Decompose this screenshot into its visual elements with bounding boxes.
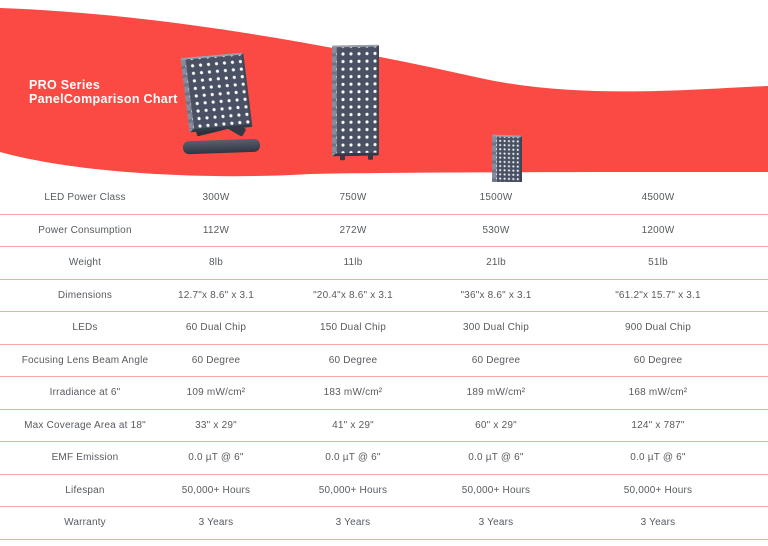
row-value: 3 Years [335,517,371,529]
table-row: Lifespan 50,000+ Hours 50,000+ Hours 50,000… [0,475,768,507]
table-row: Max Coverage Area at 18" 33" x 29" 41" x 2… [0,410,768,442]
table-row: Warranty 3 Years 3 Years 3 Years 3 Years [0,507,768,540]
row-value: 41" x 29" [332,419,374,431]
row-value: 12.7"x 8.6" x 3.1 [177,289,255,301]
row-value: 124" x 787" [631,419,685,431]
row-value: 530W [482,224,510,236]
banner: PRO Series PanelComparison Chart [0,0,768,182]
product-image-750w [332,44,379,161]
table-row: Power Consumption 112W 272W 530W 1200W [0,215,768,247]
row-value: "61.2"x 15.7" x 3.1 [615,289,701,301]
row-value: 60 Degree [471,354,521,366]
row-value: 1200W [641,224,675,236]
banner-wave-background [0,8,768,177]
row-label: Weight [68,257,102,269]
row-label: Power Consumption [38,224,132,236]
row-value: 183 mW/cm² [323,387,383,399]
row-value: 60" x 29" [475,419,517,431]
row-label: Focusing Lens Beam Angle [21,354,149,366]
row-label: Warranty [64,517,106,529]
banner-title: PRO Series PanelComparison Chart [29,78,178,106]
banner-title-line2: PanelComparison Chart [29,92,178,106]
row-value: 189 mW/cm² [466,387,526,399]
row-value: 0.0 µT @ 6" [468,452,524,464]
row-label: Irradiance at 6" [49,387,121,399]
row-value: 1500W [479,192,513,204]
panel-side-edge [332,47,336,154]
row-value: 50,000+ Hours [461,484,531,496]
row-value: 3 Years [198,517,234,529]
row-value: 112W [202,224,230,236]
row-value: 168 mW/cm² [628,387,688,399]
row-value: 272W [339,224,367,236]
row-value: 50,000+ Hours [623,484,693,496]
row-label: EMF Emission [51,452,119,464]
table-row: Irradiance at 6" 109 mW/cm² 183 mW/cm² 189 … [0,377,768,410]
table-row: Focusing Lens Beam Angle 60 Degree 60 Degr… [0,345,768,377]
panel-foot [340,155,345,161]
panel-side-edge [492,136,496,182]
product-image-1500w [492,134,522,182]
row-value: 50,000+ Hours [181,484,251,496]
row-value: 0.0 µT @ 6" [188,452,244,464]
row-label: Max Coverage Area at 18" [24,419,146,431]
row-value: 21lb [486,257,506,269]
table-row: Weight 8lb 11lb 21lb 51lb [0,247,768,280]
row-value: 60 Dual Chip [185,322,247,334]
row-label: Dimensions [57,289,113,301]
row-value: 51lb [648,257,668,269]
row-value: 3 Years [478,517,514,529]
row-value: "20.4"x 8.6" x 3.1 [313,289,393,301]
row-value: 60 Degree [328,354,378,366]
row-value: 900 Dual Chip [625,322,691,334]
row-value: 4500W [641,192,675,204]
row-value: 109 mW/cm² [186,387,246,399]
table-row: LEDs 60 Dual Chip 150 Dual Chip 300 Dual Ch… [0,312,768,345]
row-value: 0.0 µT @ 6" [630,452,686,464]
table-row: LED Power Class 300W 750W 1500W 4500W [0,182,768,215]
row-value: 33" x 29" [195,419,237,431]
row-value: 300W [202,192,230,204]
row-value: 750W [339,192,367,204]
row-value: 60 Degree [191,354,241,366]
row-value: 11lb [343,257,363,269]
row-value: 50,000+ Hours [318,484,388,496]
row-label: Lifespan [65,484,105,496]
banner-title-line1: PRO Series [29,78,101,92]
table-row: EMF Emission 0.0 µT @ 6" 0.0 µT @ 6" 0.0 µT… [0,442,768,475]
row-value: 150 Dual Chip [320,322,386,334]
comparison-table: LED Power Class 300W 750W 1500W 4500W Power C… [0,182,768,540]
table-row: Dimensions 12.7"x 8.6" x 3.1 "20.4"x 8.6" … [0,280,768,312]
row-value: 60 Degree [633,354,683,366]
row-value: "36"x 8.6" x 3.1 [460,289,532,301]
row-label: LEDs [72,322,98,334]
row-label: LED Power Class [44,192,126,204]
row-value: 0.0 µT @ 6" [325,452,381,464]
row-value: 3 Years [640,517,676,529]
row-value: 300 Dual Chip [463,322,529,334]
panel-foot [368,154,373,160]
row-value: 8lb [209,257,223,269]
